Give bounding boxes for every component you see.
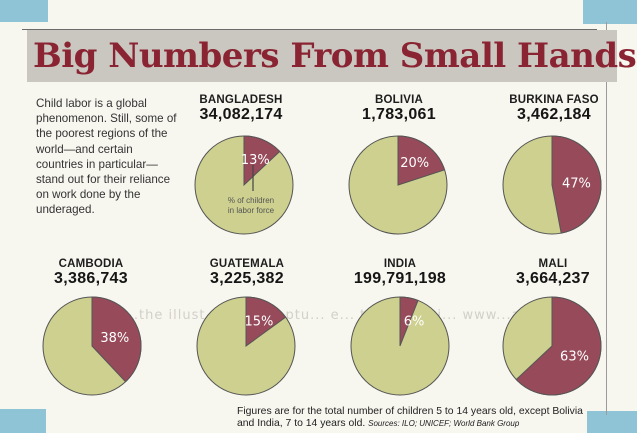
footnote-source: Sources: ILO; UNICEF; World Bank Group (368, 419, 520, 428)
children-count: 199,791,198 (353, 270, 447, 287)
country-name: INDIA (383, 258, 417, 270)
pct-label-bangladesh: 13% (241, 153, 270, 168)
corner-tab-top-right (583, 0, 637, 24)
children-count: 3,664,237 (516, 270, 590, 287)
country-name: BANGLADESH (199, 94, 283, 106)
children-count: 1,783,061 (362, 106, 436, 123)
country-header-india: INDIA 199,791,198 (340, 258, 460, 288)
country-name: GUATEMALA (209, 258, 285, 270)
pct-label-guatemala: 15% (244, 315, 273, 330)
footnote-text: Figures are for the total number of chil… (237, 406, 583, 429)
pie-slice-india (399, 296, 419, 347)
country-header-bangladesh: BANGLADESH 34,082,174 (181, 94, 301, 124)
side-rule (606, 22, 607, 415)
pie-slice-cambodia (91, 296, 142, 383)
children-count: 3,225,382 (210, 270, 284, 287)
pie-slice-burkina-faso (551, 135, 602, 234)
pct-label-cambodia: 38% (100, 331, 129, 346)
pie-slice-guatemala (245, 296, 287, 347)
footnote: Figures are for the total number of chil… (237, 406, 597, 430)
country-header-bolivia: BOLIVIA 1,783,061 (339, 94, 459, 124)
annotation-text-line: in labor force (228, 206, 275, 215)
country-header-cambodia: CAMBODIA 3,386,743 (31, 258, 151, 288)
chart-title: Big Numbers From Small Hands (27, 30, 637, 82)
pct-label-mali: 63% (560, 350, 589, 365)
pct-label-bolivia: 20% (400, 156, 429, 171)
corner-tab-top-left (0, 0, 48, 22)
children-count: 3,386,743 (54, 270, 128, 287)
top-rule (22, 29, 597, 30)
pie-slice-bolivia (397, 135, 446, 186)
annotation-text-line: % of children (228, 196, 274, 205)
country-name: BOLIVIA (374, 94, 424, 106)
country-name: MALI (538, 258, 568, 270)
pct-label-burkina-faso: 47% (562, 177, 591, 192)
children-count: 34,082,174 (199, 106, 283, 123)
country-header-guatemala: GUATEMALA 3,225,382 (187, 258, 307, 288)
country-name: BURKINA FASO (509, 94, 599, 106)
pie-slice-mali (515, 296, 602, 396)
country-header-mali: MALI 3,664,237 (493, 258, 613, 288)
country-name: CAMBODIA (58, 258, 124, 270)
country-header-burkina-faso: BURKINA FASO 3,462,184 (494, 94, 614, 124)
children-count: 3,462,184 (517, 106, 591, 123)
intro-text: Child labor is a global phenomenon. Stil… (36, 97, 177, 217)
corner-tab-bottom-left (0, 409, 46, 433)
pct-label-india: 6% (404, 315, 425, 330)
corner-tab-bottom-right (587, 411, 637, 433)
